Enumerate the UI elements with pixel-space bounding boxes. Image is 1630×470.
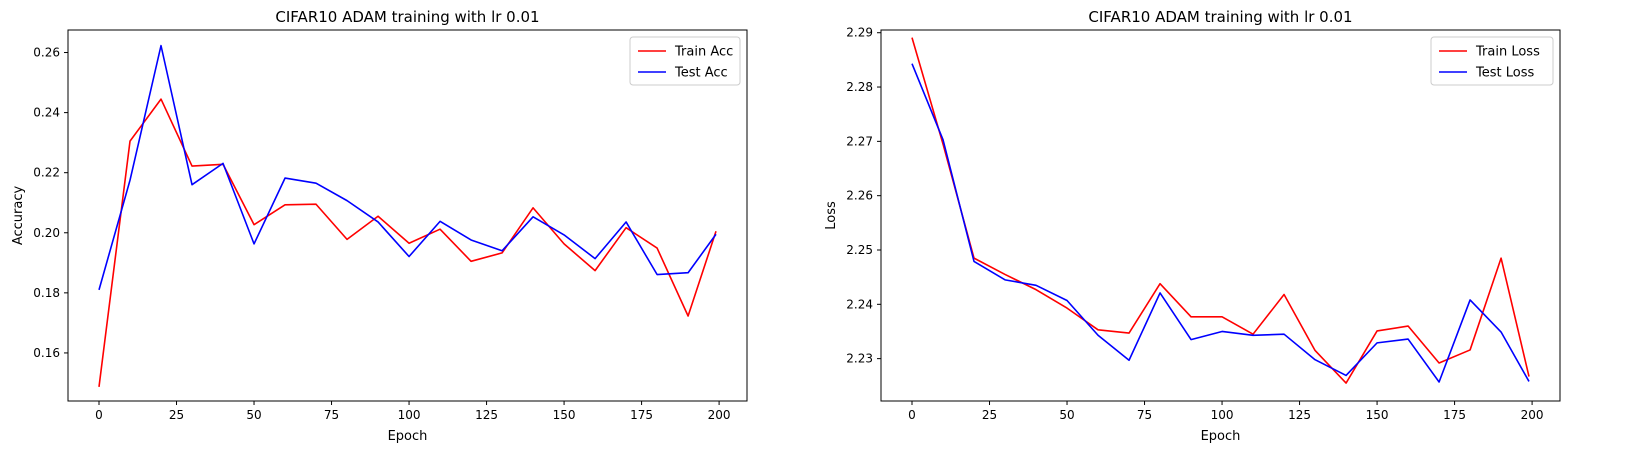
legend: Train Loss Test Loss xyxy=(1430,36,1554,86)
x-tick-label: 100 xyxy=(398,408,421,422)
y-tick-label: 2.25 xyxy=(846,243,873,257)
legend-box xyxy=(1430,36,1554,86)
y-tick-label: 0.24 xyxy=(33,106,60,120)
y-axis-label: Accuracy xyxy=(11,186,26,246)
y-tick-label: 2.23 xyxy=(846,352,873,366)
x-tick-label: 175 xyxy=(630,408,653,422)
x-tick-label: 0 xyxy=(95,408,103,422)
x-tick-label: 25 xyxy=(982,408,997,422)
x-tick-label: 25 xyxy=(169,408,184,422)
x-tick-label: 125 xyxy=(1288,408,1311,422)
x-tick-label: 125 xyxy=(475,408,498,422)
chart-title: CIFAR10 ADAM training with lr 0.01 xyxy=(275,8,539,26)
plot-frame xyxy=(880,29,1561,402)
x-tick-label: 100 xyxy=(1211,408,1234,422)
legend: Train Acc Test Acc xyxy=(629,36,741,86)
x-tick-label: 175 xyxy=(1443,408,1466,422)
legend-box xyxy=(629,36,741,86)
x-tick-label: 150 xyxy=(553,408,576,422)
y-tick-label: 0.16 xyxy=(33,346,60,360)
y-tick-label: 0.20 xyxy=(33,226,60,240)
x-tick-label: 150 xyxy=(1366,408,1389,422)
legend-label: Test Acc xyxy=(674,66,728,81)
chart-title: CIFAR10 ADAM training with lr 0.01 xyxy=(1088,8,1352,26)
legend-label: Train Loss xyxy=(1475,45,1540,60)
x-tick-label: 0 xyxy=(908,408,916,422)
y-axis-label: Loss xyxy=(824,201,839,230)
y-tick-label: 2.29 xyxy=(846,26,873,40)
y-tick-label: 0.18 xyxy=(33,286,60,300)
series-line-test-acc xyxy=(98,44,717,291)
series-line-test-loss xyxy=(911,63,1530,383)
series-line-train-loss xyxy=(911,37,1530,384)
x-tick-label: 200 xyxy=(1521,408,1544,422)
legend-label: Test Loss xyxy=(1475,66,1534,81)
x-tick-label: 75 xyxy=(1137,408,1152,422)
y-tick-label: 0.22 xyxy=(33,166,60,180)
chart-loss: 0 25 50 75 100 125 150 175 200 2.23 2.24 2.25 2.26 2.… xyxy=(824,8,1561,444)
x-tick-label: 50 xyxy=(246,408,261,422)
x-tick-label: 75 xyxy=(324,408,339,422)
plot-frame xyxy=(67,29,748,402)
y-tick-label: 2.26 xyxy=(846,189,873,203)
series-line-train-acc xyxy=(98,98,717,387)
y-tick-label: 2.27 xyxy=(846,134,873,148)
y-tick-label: 0.26 xyxy=(33,46,60,60)
y-tick-label: 2.28 xyxy=(846,80,873,94)
x-axis-label: Epoch xyxy=(1201,429,1241,444)
x-tick-label: 200 xyxy=(708,408,731,422)
legend-label: Train Acc xyxy=(674,45,733,60)
x-axis-label: Epoch xyxy=(388,429,428,444)
x-tick-label: 50 xyxy=(1059,408,1074,422)
chart-accuracy: 0 25 50 75 100 125 150 175 200 0.16 0.18 0.20 0.22 0.… xyxy=(11,8,748,444)
y-tick-label: 2.24 xyxy=(846,297,873,311)
